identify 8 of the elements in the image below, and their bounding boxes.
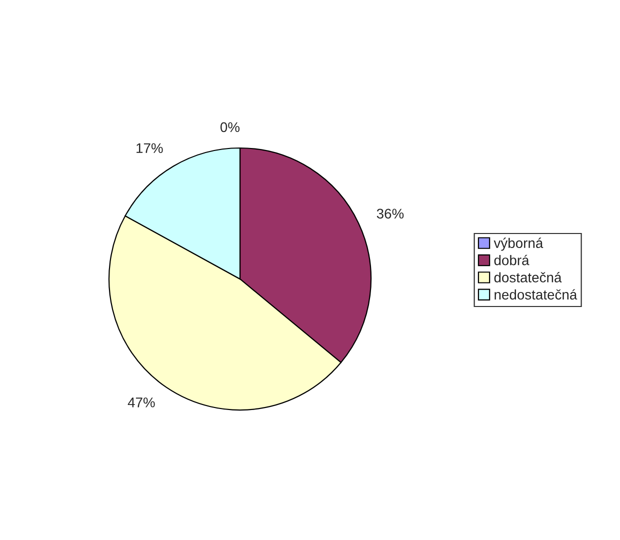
data-label: 17% bbox=[136, 143, 163, 154]
legend-label: výborná bbox=[494, 238, 544, 251]
text: 0% bbox=[220, 122, 240, 132]
legend-label: nedostatečná bbox=[494, 289, 578, 300]
legend-label: dobrá bbox=[494, 254, 530, 266]
data-label: 36% bbox=[376, 208, 404, 219]
data-label: 47% bbox=[128, 398, 155, 408]
legend-label: dostatečná bbox=[494, 272, 562, 282]
